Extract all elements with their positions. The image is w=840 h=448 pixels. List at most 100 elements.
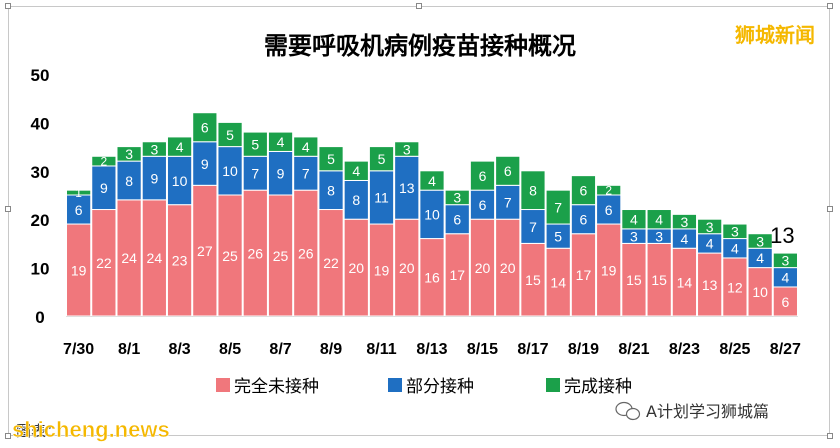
footer-label: 图表： bbox=[16, 422, 61, 440]
x-tick-label: 8/9 bbox=[320, 341, 342, 358]
resize-handle[interactable] bbox=[827, 3, 833, 9]
bar-segment-unvaccinated bbox=[141, 199, 167, 317]
bar-segment-complete bbox=[570, 175, 597, 206]
data-label: 24 bbox=[121, 250, 137, 266]
bar-segment-complete bbox=[66, 189, 92, 196]
resize-handle[interactable] bbox=[5, 3, 11, 9]
data-label: 15 bbox=[626, 272, 642, 288]
bar-segment-unvaccinated bbox=[192, 184, 218, 317]
bar-segment-unvaccinated bbox=[318, 209, 344, 317]
bar-segment-partial bbox=[116, 160, 142, 201]
data-label: 2 bbox=[101, 155, 108, 169]
bar-segment-unvaccinated bbox=[394, 218, 420, 317]
x-tick-label: 8/1 bbox=[118, 341, 140, 358]
bar-segment-unvaccinated bbox=[621, 242, 647, 317]
data-label: 3 bbox=[453, 190, 461, 206]
legend-label: 部分接种 bbox=[406, 377, 474, 397]
data-label: 10 bbox=[222, 163, 238, 179]
data-label: 6 bbox=[605, 202, 613, 218]
y-tick-label: 10 bbox=[31, 260, 50, 279]
data-label: 3 bbox=[403, 141, 411, 157]
data-label: 22 bbox=[96, 255, 112, 271]
chart-title: 需要呼吸机病例疫苗接种概况 bbox=[264, 32, 576, 60]
bar-segment-unvaccinated bbox=[66, 223, 92, 317]
bar-segment-complete bbox=[545, 189, 571, 225]
data-label: 10 bbox=[172, 173, 188, 189]
data-label: 3 bbox=[706, 219, 714, 235]
data-label: 7 bbox=[504, 195, 512, 211]
data-label: 6 bbox=[75, 202, 83, 218]
bar-segment-complete bbox=[368, 146, 395, 172]
bar-segment-partial bbox=[318, 170, 344, 211]
data-label: 5 bbox=[554, 228, 562, 244]
bar-segment-complete bbox=[192, 112, 218, 143]
data-label: 6 bbox=[504, 163, 512, 179]
x-tick-label: 8/27 bbox=[770, 341, 801, 358]
data-label: 15 bbox=[525, 272, 541, 288]
resize-handle[interactable] bbox=[5, 206, 11, 212]
bar-segment-partial bbox=[368, 170, 395, 225]
data-label: 22 bbox=[323, 255, 339, 271]
bar-segment-unvaccinated bbox=[91, 209, 117, 317]
legend-label: 完全未接种 bbox=[234, 377, 319, 397]
data-label: 13 bbox=[399, 180, 415, 196]
data-label: 8 bbox=[327, 182, 335, 198]
data-label: 15 bbox=[651, 272, 667, 288]
data-label: 4 bbox=[731, 241, 739, 257]
bar-segment-complete bbox=[495, 155, 521, 186]
data-label: 5 bbox=[251, 137, 259, 153]
data-label: 5 bbox=[378, 151, 386, 167]
y-tick-label: 50 bbox=[31, 66, 50, 85]
bar-segment-partial bbox=[91, 165, 117, 211]
bar-segment-unvaccinated bbox=[293, 189, 319, 317]
data-label: 8 bbox=[529, 182, 537, 198]
data-label: 19 bbox=[71, 262, 87, 278]
bar-segment-unvaccinated bbox=[267, 194, 294, 317]
resize-handle[interactable] bbox=[827, 206, 833, 212]
resize-handle[interactable] bbox=[5, 433, 11, 439]
data-label: 13 bbox=[702, 277, 718, 293]
data-label: 7 bbox=[529, 219, 537, 235]
bar-segment-complete bbox=[469, 160, 496, 191]
data-label: 25 bbox=[222, 248, 238, 264]
bar-segment-unvaccinated bbox=[217, 194, 243, 317]
data-label: 10 bbox=[424, 207, 440, 223]
resize-handle[interactable] bbox=[827, 433, 833, 439]
data-label: 7 bbox=[251, 166, 259, 182]
data-label: 4 bbox=[681, 231, 689, 247]
bar-segment-partial bbox=[545, 223, 571, 249]
bar-segment-unvaccinated bbox=[343, 218, 369, 317]
data-label: 5 bbox=[226, 127, 234, 143]
y-tick-label: 0 bbox=[35, 308, 44, 327]
data-label: 4 bbox=[277, 134, 285, 150]
data-label: 26 bbox=[248, 245, 264, 261]
data-label: 19 bbox=[601, 262, 617, 278]
y-tick-label: 40 bbox=[31, 114, 50, 133]
data-label: 9 bbox=[201, 156, 209, 172]
total-annotation: 13 bbox=[770, 223, 794, 248]
data-label: 4 bbox=[630, 212, 638, 228]
bar-segment-unvaccinated bbox=[646, 242, 672, 317]
brand-logo-text: 狮城新闻 bbox=[735, 23, 815, 47]
bar-segment-complete bbox=[697, 218, 723, 235]
data-label: 3 bbox=[630, 228, 638, 244]
data-label: 11 bbox=[374, 190, 389, 206]
resize-handle[interactable] bbox=[416, 3, 422, 9]
data-label: 20 bbox=[500, 260, 516, 276]
x-tick-label: 8/11 bbox=[366, 341, 396, 358]
x-tick-label: 8/25 bbox=[719, 341, 750, 358]
y-tick-label: 30 bbox=[31, 163, 50, 182]
data-label: 3 bbox=[125, 146, 133, 162]
data-label: 24 bbox=[147, 250, 163, 266]
data-label: 7 bbox=[554, 199, 562, 215]
data-label: 3 bbox=[150, 141, 158, 157]
x-tick-label: 8/13 bbox=[416, 341, 447, 358]
bar-segment-complete bbox=[293, 136, 319, 157]
data-label: 9 bbox=[150, 170, 158, 186]
bar-segment-unvaccinated bbox=[697, 252, 723, 317]
bar-segment-partial bbox=[419, 189, 445, 240]
data-label: 20 bbox=[399, 260, 415, 276]
bar-segment-complete bbox=[141, 141, 167, 157]
data-label: 14 bbox=[677, 274, 693, 290]
